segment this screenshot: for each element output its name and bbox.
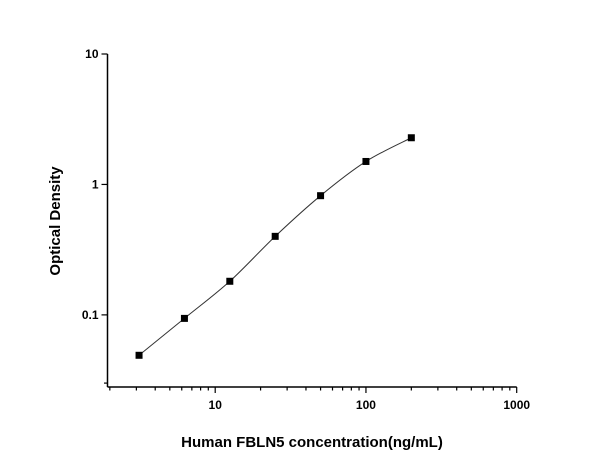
data-point <box>271 232 279 240</box>
x-tick-label: 100 <box>356 398 376 412</box>
fit-curve-group <box>138 137 412 356</box>
data-point <box>180 314 188 322</box>
x-tick-label: 10 <box>209 398 223 412</box>
y-tick-label: 10 <box>85 47 99 61</box>
x-axis-label: Human FBLN5 concentration(ng/mL) <box>181 434 443 451</box>
data-point <box>362 157 370 165</box>
data-point <box>407 134 415 142</box>
y-tick-label: 1 <box>92 177 99 191</box>
axes <box>106 54 517 388</box>
y-axis-label: Optical Density <box>47 166 64 276</box>
data-point <box>226 277 234 285</box>
fit-curve <box>138 137 412 356</box>
ticks: 10 100 1000 0.1 1 10 <box>82 47 531 412</box>
data-point <box>317 192 325 200</box>
x-tick-label: 1000 <box>503 398 530 412</box>
data-point <box>135 351 143 359</box>
data-points <box>135 134 415 359</box>
y-tick-label: 0.1 <box>82 308 99 322</box>
